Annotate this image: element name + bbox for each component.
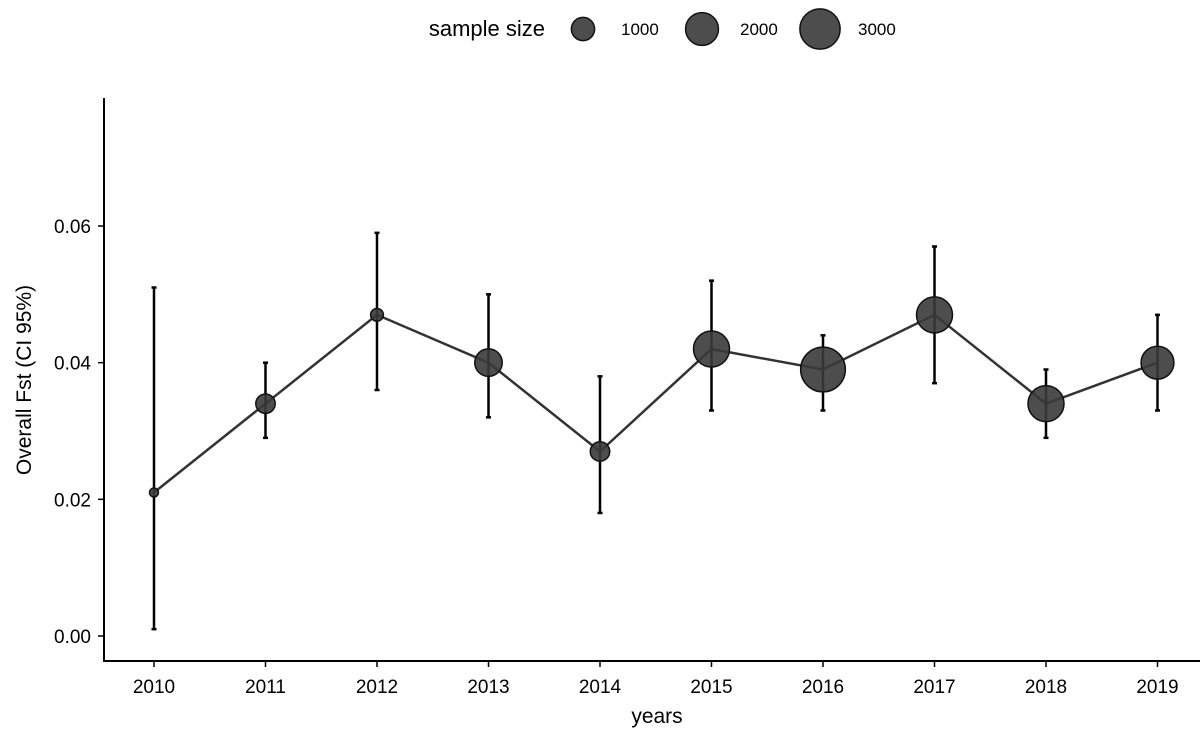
legend-label: 1000 (621, 20, 659, 39)
y-tick-label: 0.00 (54, 627, 91, 648)
x-tick-label: 2012 (356, 677, 398, 698)
x-tick-label: 2015 (690, 677, 732, 698)
x-tick-label: 2018 (1025, 677, 1067, 698)
data-point (799, 346, 847, 393)
x-tick-label: 2013 (467, 677, 509, 698)
x-tick-label: 2016 (802, 677, 844, 698)
data-point (369, 307, 385, 322)
y-axis-title: Overall Fst (CI 95%) (13, 285, 36, 475)
series-line-path (153, 313, 1158, 494)
data-point (474, 348, 503, 378)
x-tick-label: 2010 (133, 677, 175, 698)
data-point (255, 393, 276, 415)
x-tick-label: 2019 (1136, 677, 1178, 698)
y-tick-label: 0.06 (54, 217, 91, 238)
data-point (148, 487, 160, 498)
legend-entry: 3000 (799, 8, 896, 50)
points (148, 296, 1175, 498)
data-point (915, 296, 954, 334)
x-tick-label: 2014 (579, 677, 622, 698)
legend-key (684, 11, 720, 47)
error-bar (151, 286, 157, 631)
series-line (153, 313, 1158, 494)
axes: 0.000.020.040.06 2010 2011 2012 2013 2014 201… (54, 98, 1200, 698)
legend-key (799, 8, 841, 50)
data-point (1140, 345, 1175, 380)
legend-entry: 2000 (684, 11, 778, 47)
legend-key (570, 16, 596, 42)
legend-entry: 1000 (570, 16, 659, 42)
x-tick-label: 2011 (245, 677, 286, 698)
x-ticks: 2010 2011 2012 2013 2014 2015 2016 2017 2018 2019 (133, 661, 1179, 698)
x-axis-title: years (631, 705, 682, 728)
y-tick-label: 0.02 (54, 490, 91, 511)
error-bars (151, 231, 1160, 631)
x-tick-label: 2017 (913, 677, 955, 698)
data-point (1027, 384, 1065, 423)
legend-title: sample size (429, 16, 545, 41)
legend-entries: 1000 2000 3000 (570, 8, 896, 50)
y-tick-label: 0.04 (54, 354, 91, 375)
legend: sample size 1000 2000 3000 (429, 8, 896, 50)
y-ticks: 0.00 0.02 0.04 0.06 (54, 217, 104, 648)
data-point (589, 441, 611, 462)
data-point (692, 330, 731, 368)
legend-label: 3000 (858, 20, 896, 39)
legend-label: 2000 (740, 20, 778, 39)
